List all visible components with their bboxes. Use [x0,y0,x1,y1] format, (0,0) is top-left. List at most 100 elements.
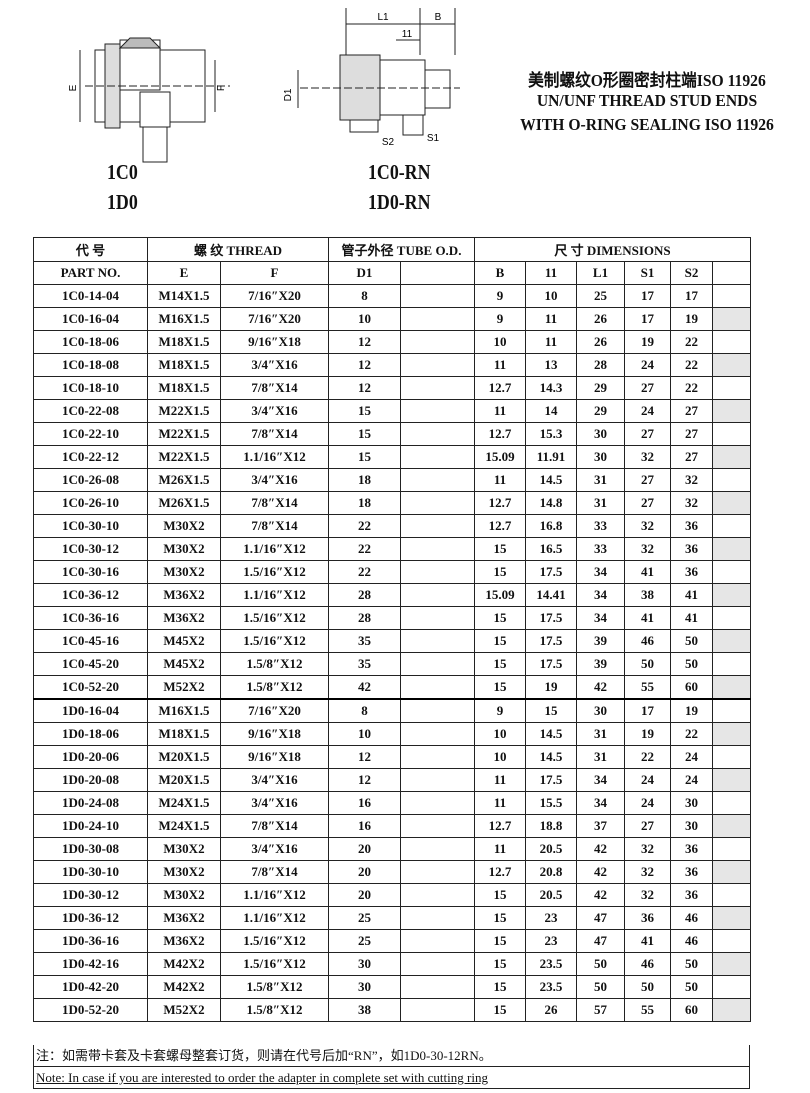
table-cell: 1C0-26-10 [33,491,148,515]
table-cell: 12 [328,768,401,792]
table-cell: 7/8″X14 [220,491,329,515]
table-cell: 32 [624,514,671,538]
data-row: 1C0-30-12 M30X2 1.1/16″X12 22 15 16.5 33 32 36 [33,537,751,561]
table-cell: 15 [474,537,526,561]
empty-cell [400,652,475,676]
table-cell: 36 [670,883,713,907]
table-cell: 17 [624,307,671,331]
table-cell: 30 [576,422,625,446]
table-cell: 7/8″X14 [220,422,329,446]
column-header: PART NO. [33,261,148,285]
column-header: S2 [670,261,713,285]
table-cell: 17.5 [525,560,577,584]
table-cell: 27 [624,376,671,400]
table-cell: 28 [328,606,401,630]
data-row: 1C0-30-16 M30X2 1.5/16″X12 22 15 17.5 34 41 36 [33,560,751,584]
empty-cell [400,814,475,838]
empty-cell [712,745,751,769]
table-cell: 1C0-14-04 [33,284,148,308]
empty-cell [712,722,751,746]
table-cell: 16.5 [525,537,577,561]
table-cell: 37 [576,814,625,838]
table-cell: 14.5 [525,468,577,492]
table-cell: 7/16″X20 [220,698,329,723]
table-cell: M22X1.5 [147,445,221,469]
table-cell: M20X1.5 [147,745,221,769]
table-cell: 11 [474,399,526,423]
table-cell: 24 [670,745,713,769]
table-cell: 22 [670,330,713,354]
table-cell: 36 [670,560,713,584]
table-cell: 10 [474,330,526,354]
table-cell: 15 [474,906,526,930]
empty-cell [400,837,475,861]
data-row: 1C0-18-08 M18X1.5 3/4″X16 12 11 13 28 24 22 [33,353,751,377]
table-cell: 15.09 [474,445,526,469]
empty-cell [712,537,751,561]
group-header: 代 号 [33,237,148,262]
empty-cell [712,837,751,861]
table-cell: M30X2 [147,860,221,884]
table-cell: M22X1.5 [147,399,221,423]
table-cell: 55 [624,675,671,700]
table-cell: 47 [576,906,625,930]
table-cell: 12.7 [474,814,526,838]
empty-cell [712,998,751,1022]
empty-cell [712,675,751,700]
table-cell: 36 [670,860,713,884]
table-cell: 22 [328,537,401,561]
table-cell: 29 [576,399,625,423]
table-cell: 20 [328,837,401,861]
table-cell: 1D0-16-04 [33,698,148,723]
table-cell: 15 [328,399,401,423]
column-header: F [220,261,329,285]
table-cell: 1D0-52-20 [33,998,148,1022]
table-cell: 34 [576,791,625,815]
diagram-label: L1 [377,12,389,23]
table-cell: 50 [624,652,671,676]
table-cell: 9/16″X18 [220,722,329,746]
empty-cell [400,560,475,584]
data-row: 1D0-42-16 M42X2 1.5/16″X12 30 15 23.5 50 46 50 [33,952,751,976]
table-cell: 12.7 [474,491,526,515]
table-cell: 11 [474,837,526,861]
left-diagram [79,37,230,163]
empty-cell [400,629,475,653]
empty-cell [400,745,475,769]
table-cell: 15 [474,560,526,584]
table-cell: 30 [328,952,401,976]
table-cell: 38 [624,583,671,607]
code: 1D0-RN [368,190,431,214]
table-cell: M45X2 [147,629,221,653]
column-header: S1 [624,261,671,285]
table-cell: 15 [474,883,526,907]
table-cell: 42 [328,675,401,700]
table-cell: 31 [576,491,625,515]
column-header: 11 [525,261,577,285]
empty-cell [712,376,751,400]
empty-cell [712,768,751,792]
table-cell: 1D0-18-06 [33,722,148,746]
table-cell: 1.5/8″X12 [220,652,329,676]
table-cell: 1C0-52-20 [33,675,148,700]
table-cell: 1.5/8″X12 [220,998,329,1022]
table-cell: 32 [624,883,671,907]
table-cell: 22 [670,353,713,377]
table-cell: 25 [576,284,625,308]
diagram-label: S2 [382,137,395,148]
table-cell: 1C0-30-16 [33,560,148,584]
table-cell: 1.5/16″X12 [220,929,329,953]
table-cell: 1D0-36-16 [33,929,148,953]
table-cell: 23 [525,906,577,930]
table-cell: 33 [576,537,625,561]
table-cell: 22 [328,514,401,538]
empty-cell [712,422,751,446]
table-cell: M18X1.5 [147,376,221,400]
table-cell: 22 [624,745,671,769]
table-cell: 18 [328,491,401,515]
empty-cell [400,307,475,331]
column-header-row: PART NO. E F D1 B 11 L1 S1 S2 [33,261,751,285]
table-cell: 11 [525,330,577,354]
table-cell: 12.7 [474,376,526,400]
table-cell: 1.5/16″X12 [220,560,329,584]
